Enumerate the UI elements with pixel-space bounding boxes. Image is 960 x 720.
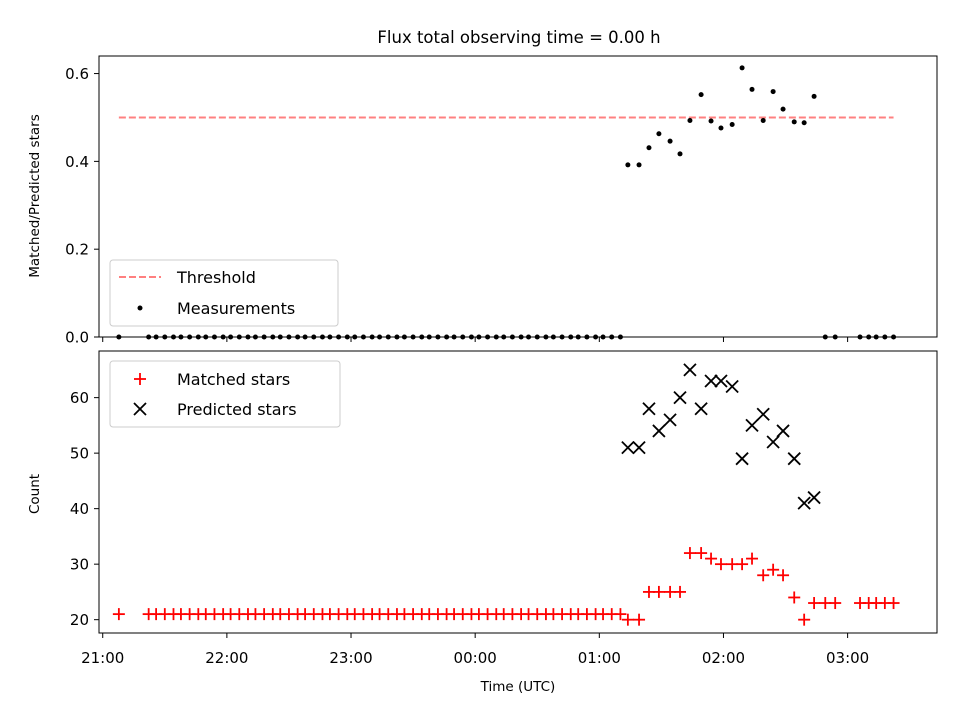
matched-star-point <box>674 585 687 598</box>
predicted-legend-swatch <box>133 402 147 416</box>
predicted-star-point <box>673 390 687 405</box>
top-ylabel: Matched/Predicted stars <box>27 114 43 277</box>
matched-star-point <box>777 569 790 582</box>
measurement-point <box>729 121 735 127</box>
bottom-legend: Matched stars Predicted stars <box>109 360 341 428</box>
predicted-star-point <box>725 379 739 394</box>
bottom-legend-box <box>109 360 341 428</box>
matched-star-point <box>767 563 780 576</box>
bottom-xtick-label: 22:00 <box>205 649 248 667</box>
measurements-legend-label: Measurements <box>177 299 295 318</box>
matched-star-point <box>757 569 770 582</box>
measurement-point <box>801 120 807 126</box>
matched-star-point <box>746 552 759 565</box>
matched-star-point <box>887 597 900 610</box>
predicted-star-point <box>621 440 635 455</box>
matched-star-point <box>112 608 125 621</box>
bottom-ytick-label: 30 <box>70 556 89 574</box>
measurements-legend-swatch <box>137 305 143 311</box>
chart-title: Flux total observing time = 0.00 h <box>377 28 660 47</box>
top-legend-box <box>109 259 339 327</box>
top-ytick-label: 0.2 <box>65 241 89 259</box>
measurement-point <box>646 145 652 151</box>
measurement-point <box>770 89 776 95</box>
predicted-legend-label: Predicted stars <box>177 400 297 419</box>
matched-star-point <box>633 613 646 626</box>
bottom-ytick-label: 40 <box>70 500 89 518</box>
measurement-point <box>718 125 724 131</box>
bottom-xtick-label: 00:00 <box>454 649 497 667</box>
bottom-xtick-label: 01:00 <box>578 649 621 667</box>
predicted-star-point <box>807 490 821 505</box>
top-axes-frame <box>98 55 938 338</box>
predicted-star-point <box>787 452 801 466</box>
matched-star-point <box>798 613 811 626</box>
predicted-star-point <box>642 402 656 416</box>
predicted-star-point <box>652 424 666 438</box>
matched-legend-swatch <box>134 373 146 385</box>
predicted-star-point <box>776 424 790 438</box>
measurement-point <box>698 92 704 98</box>
matched-star-point <box>683 547 696 560</box>
measurement-point <box>656 131 662 137</box>
bottom-ylabel: Count <box>27 474 43 514</box>
predicted-star-point <box>632 440 646 455</box>
top-legend: Threshold Measurements <box>109 259 339 327</box>
matched-star-point <box>705 552 718 565</box>
threshold-legend-label: Threshold <box>176 268 256 287</box>
measurement-point <box>749 86 755 92</box>
matched-star-point <box>829 597 842 610</box>
measurement-point <box>708 118 714 124</box>
predicted-star-point <box>683 363 697 377</box>
matched-star-point <box>788 591 801 604</box>
matched-legend-label: Matched stars <box>177 370 290 389</box>
predicted-star-point <box>745 418 759 433</box>
measurement-point <box>625 162 631 168</box>
measurement-point <box>667 138 673 144</box>
bottom-xtick-label: 23:00 <box>329 649 372 667</box>
top-ytick-label: 0.4 <box>65 153 89 171</box>
top-ytick-label: 0.6 <box>65 65 89 83</box>
top-plot-area: 0.0 0.2 0.4 0.6 <box>65 65 897 347</box>
bottom-panel: Count Time (UTC) 20 30 40 50 60 21:00 22:00 23:… <box>27 350 938 695</box>
top-ytick-label: 0.0 <box>65 329 89 347</box>
bottom-axes-frame <box>98 350 938 634</box>
measurement-point <box>636 162 642 168</box>
matched-star-point <box>736 558 749 571</box>
predicted-star-point <box>663 413 677 427</box>
bottom-plot-area: 20 30 40 50 60 21:00 22:00 23:00 00:00 01:00 02:00… <box>70 363 900 667</box>
measurement-point <box>687 118 693 124</box>
bottom-ytick-label: 60 <box>70 389 89 407</box>
predicted-star-point <box>766 435 780 449</box>
measurement-point <box>791 119 797 125</box>
measurement-point <box>811 93 817 99</box>
measurement-point <box>760 118 766 124</box>
matched-star-point <box>652 585 665 598</box>
matched-star-point <box>621 613 634 626</box>
measurement-point <box>780 106 786 112</box>
matched-star-point <box>808 597 821 610</box>
top-panel: Matched/Predicted stars 0.0 0.2 0.4 0.6 Thr… <box>27 55 938 347</box>
bottom-xtick-label: 02:00 <box>702 649 745 667</box>
predicted-star-point <box>694 402 708 416</box>
matched-star-point <box>614 608 627 621</box>
predicted-star-point <box>704 374 718 388</box>
matched-star-point <box>714 558 727 571</box>
predicted-star-point <box>735 452 749 466</box>
measurement-point <box>739 65 745 71</box>
predicted-star-point <box>797 496 811 510</box>
predicted-star-point <box>756 407 770 421</box>
bottom-xtick-label: 03:00 <box>826 649 869 667</box>
matched-star-point <box>695 547 708 560</box>
bottom-xlabel: Time (UTC) <box>480 679 556 695</box>
bottom-ytick-label: 50 <box>70 445 89 463</box>
predicted-star-point <box>714 374 728 388</box>
bottom-xtick-label: 21:00 <box>81 649 124 667</box>
bottom-ytick-label: 20 <box>70 611 89 629</box>
measurement-point <box>677 151 683 157</box>
